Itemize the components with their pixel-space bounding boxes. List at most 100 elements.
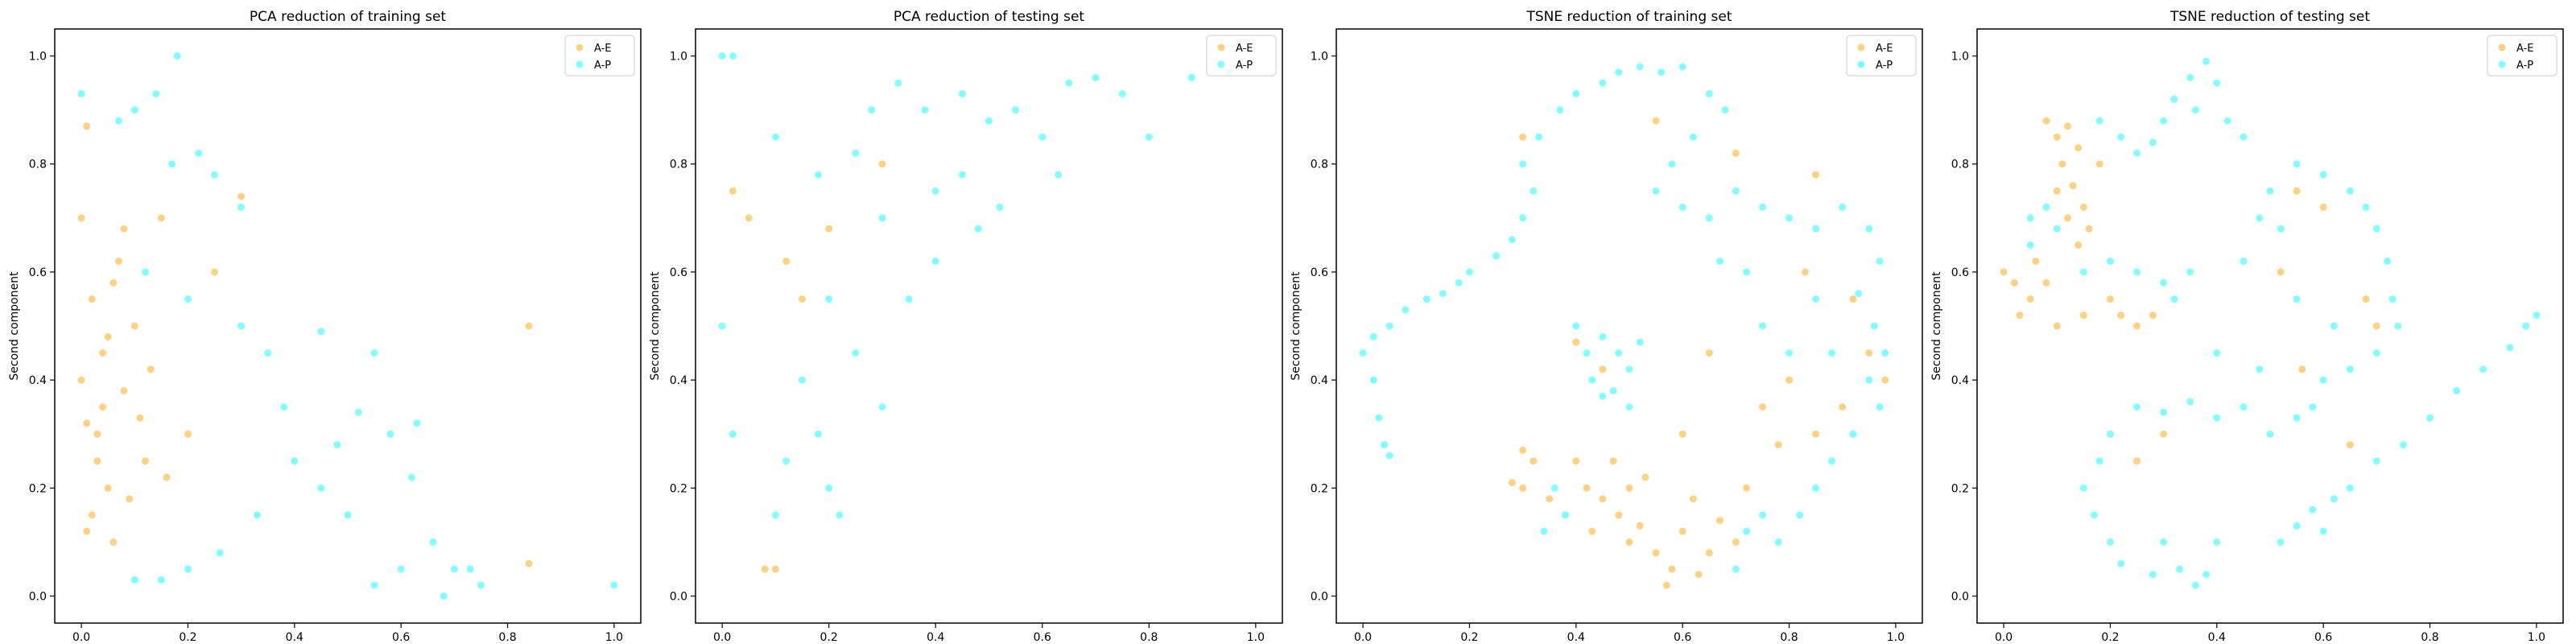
data-point	[1721, 106, 1729, 114]
data-point	[93, 430, 101, 438]
data-point	[344, 511, 352, 519]
data-point	[280, 403, 288, 411]
legend-marker	[2498, 60, 2506, 68]
x-tick-label: 0.6	[1674, 631, 1691, 644]
data-point	[1588, 376, 1596, 384]
data-point	[1759, 403, 1766, 411]
data-point	[996, 203, 1004, 211]
data-point	[1839, 203, 1847, 211]
data-point	[1716, 258, 1724, 265]
data-point	[83, 122, 91, 130]
data-point	[2400, 441, 2407, 449]
series-a-e	[729, 160, 886, 573]
x-tick-label: 0.4	[2208, 631, 2226, 644]
data-point	[317, 328, 325, 336]
data-point	[88, 295, 96, 303]
data-point	[1865, 349, 1873, 357]
data-point	[184, 565, 192, 573]
data-point	[2298, 365, 2306, 374]
data-point	[761, 565, 769, 573]
legend-marker	[1217, 43, 1225, 52]
data-point	[1625, 484, 1633, 492]
y-tick-label: 0.4	[1951, 374, 1969, 387]
series-a-e	[2000, 117, 2380, 465]
legend: A-E A-P	[564, 35, 635, 76]
data-point	[104, 484, 112, 492]
data-point	[211, 268, 218, 276]
data-point	[2330, 322, 2338, 330]
data-point	[136, 414, 144, 422]
data-point	[1636, 522, 1644, 530]
data-point	[2319, 203, 2327, 211]
data-point	[120, 387, 128, 394]
data-point	[1439, 290, 1447, 298]
data-point	[114, 258, 122, 265]
data-point	[1812, 225, 1820, 233]
data-point	[1615, 511, 1623, 519]
x-tick-label: 0.4	[1567, 631, 1585, 644]
data-point	[2256, 214, 2264, 222]
data-point	[1625, 403, 1633, 411]
data-point	[1065, 79, 1073, 87]
data-point	[2384, 258, 2392, 265]
legend-label: A-P	[594, 60, 611, 72]
data-point	[2133, 322, 2140, 330]
data-point	[1615, 68, 1623, 76]
x-tick-label: 0.4	[927, 631, 944, 644]
chart-title: PCA reduction of testing set	[894, 9, 1085, 25]
legend-marker	[1217, 60, 1225, 68]
data-point	[868, 106, 876, 114]
data-point	[2186, 73, 2194, 81]
data-point	[2293, 295, 2301, 303]
y-tick-label: 0.8	[1951, 159, 1969, 171]
data-point	[1705, 90, 1713, 97]
data-point	[109, 279, 118, 287]
data-point	[1508, 479, 1516, 487]
data-point	[2149, 138, 2157, 147]
y-axis-label: Second component	[1930, 271, 1943, 381]
y-axis-label: Second component	[1290, 271, 1302, 381]
data-point	[477, 581, 485, 589]
data-point	[1118, 90, 1126, 97]
data-point	[1012, 106, 1020, 114]
data-point	[905, 295, 913, 303]
data-point	[1369, 332, 1377, 341]
data-point	[386, 430, 394, 438]
data-point	[1572, 338, 1580, 346]
data-point	[2506, 344, 2514, 352]
y-tick-label: 0.2	[1951, 482, 1969, 495]
data-point	[163, 473, 171, 481]
legend-marker	[2498, 43, 2506, 52]
data-point	[1519, 133, 1527, 141]
data-point	[2133, 403, 2140, 411]
data-point	[958, 90, 966, 97]
data-point	[2293, 522, 2301, 530]
data-point	[2362, 203, 2370, 211]
data-point	[2372, 225, 2380, 233]
data-point	[77, 90, 85, 97]
data-point	[1732, 187, 1740, 195]
x-tick-label: 0.6	[2314, 631, 2332, 644]
data-point	[130, 322, 138, 330]
data-point	[1678, 203, 1686, 211]
data-point	[2091, 511, 2099, 519]
data-point	[2319, 376, 2327, 384]
y-tick-label: 0.2	[29, 482, 47, 495]
data-point	[1668, 565, 1676, 573]
data-point	[1662, 581, 1670, 589]
legend-label: A-E	[594, 43, 612, 55]
chart-panel-1: 0.0 0.0 0.2 0.2 0.4 0.4 0.6 0.6 0.8 0.8 1.0 1.0 PCA …	[8, 9, 642, 644]
data-point	[317, 484, 325, 492]
data-point	[1881, 376, 1889, 384]
data-point	[2362, 295, 2370, 303]
y-tick-label: 0.8	[670, 159, 687, 171]
data-point	[525, 559, 533, 568]
data-point	[1743, 484, 1751, 492]
data-point	[2277, 268, 2285, 276]
data-point	[1870, 322, 1878, 330]
data-point	[2064, 214, 2071, 222]
data-point	[1652, 187, 1660, 195]
data-point	[825, 295, 833, 303]
data-point	[2079, 268, 2087, 276]
data-point	[974, 225, 982, 233]
